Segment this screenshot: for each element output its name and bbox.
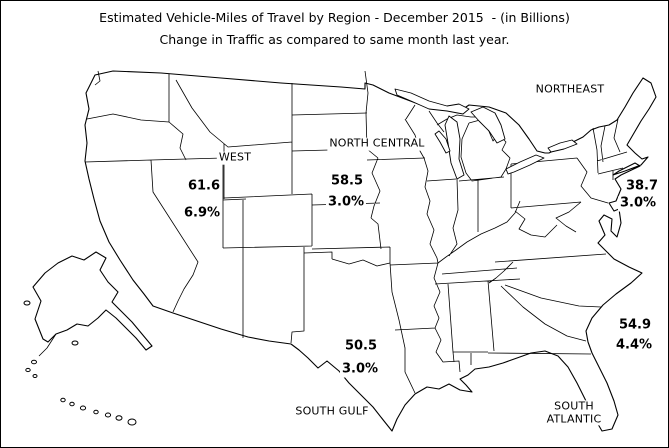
region-label-south-gulf: SOUTH GULF	[293, 404, 371, 419]
hawaii-island	[127, 418, 137, 426]
lake-ontario	[547, 139, 578, 153]
region-label-north-central: NORTH CENTRAL	[327, 136, 427, 151]
alaska-peninsula	[38, 333, 57, 357]
lake-huron	[470, 106, 506, 144]
region-label-northeast: NORTHEAST	[533, 82, 607, 97]
alaska	[23, 251, 153, 378]
region-label-west: WEST	[216, 150, 254, 165]
region-vmt-south-gulf: 50.5	[342, 338, 380, 355]
region-change-north-central: 3.0%	[325, 194, 367, 211]
region-vmt-northeast: 38.7	[623, 178, 661, 195]
figure-title: Estimated Vehicle-Miles of Travel by Reg…	[99, 10, 570, 25]
aleutian-island	[31, 359, 37, 365]
green-bay	[434, 130, 451, 154]
lake-erie	[505, 154, 545, 175]
state-borders	[84, 70, 628, 394]
lake-michigan	[444, 115, 465, 180]
region-label-south-atlantic: SOUTH ATLANTIC	[540, 399, 608, 426]
figure-subtitle: Change in Traffic as compared to same mo…	[159, 32, 510, 47]
region-change-south-atlantic: 4.4%	[613, 337, 655, 354]
hawaii-islands	[60, 397, 137, 426]
lake-superior	[394, 88, 470, 115]
region-change-west: 6.9%	[181, 205, 223, 222]
region-vmt-south-atlantic: 54.9	[616, 317, 654, 334]
region-vmt-north-central: 58.5	[328, 173, 366, 190]
hawaii-island	[115, 415, 123, 421]
hawaii-island	[93, 409, 99, 415]
region-change-south-gulf: 3.0%	[339, 361, 381, 378]
kodiak-island	[71, 340, 79, 346]
aleutian-island	[25, 367, 31, 373]
great-lakes	[394, 88, 578, 180]
region-vmt-west: 61.6	[185, 178, 223, 195]
alaska-outline	[32, 251, 153, 351]
hawaii-island	[79, 405, 87, 411]
region-change-northeast: 3.0%	[617, 195, 659, 212]
hawaii-island	[60, 397, 66, 403]
aleutian-island	[32, 374, 38, 378]
hawaii-island	[69, 401, 75, 407]
bering-island	[23, 300, 31, 306]
hawaii-island	[104, 412, 112, 418]
lower48-outline	[84, 70, 657, 432]
